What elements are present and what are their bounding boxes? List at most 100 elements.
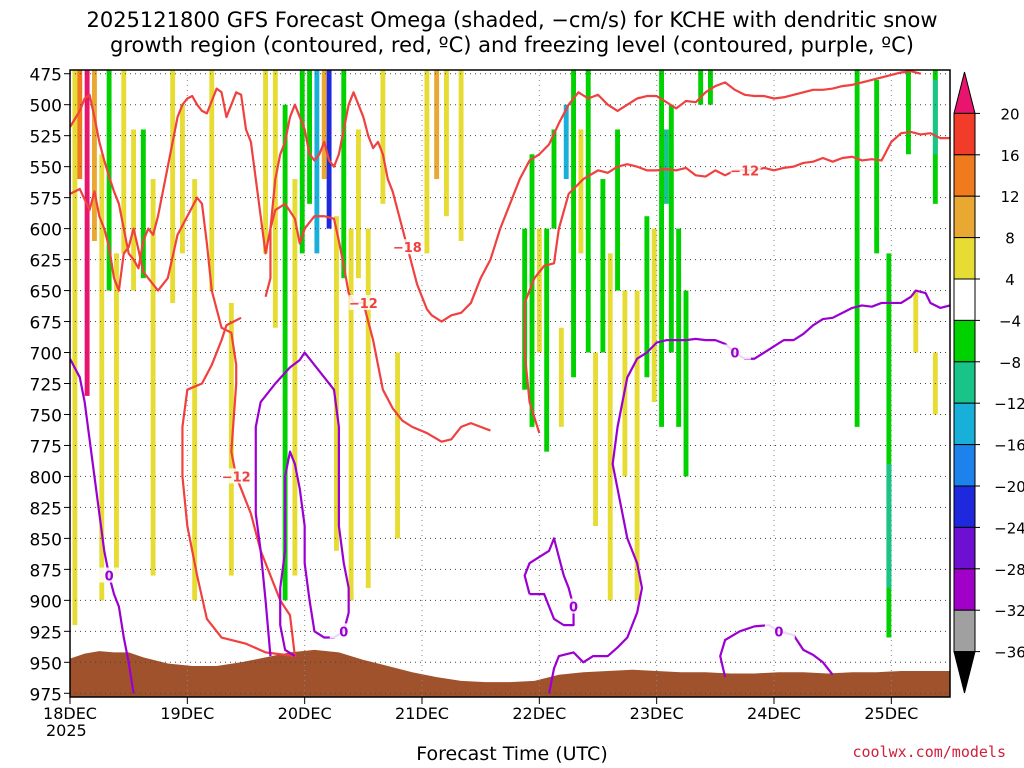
omega-band: [571, 70, 576, 378]
omega-band: [131, 129, 136, 291]
omega-band: [683, 290, 689, 477]
colorbar-segment: [953, 609, 976, 653]
colorbar-segment: [953, 402, 976, 446]
x-tick-label: 24DEC: [747, 704, 801, 723]
y-tick-label: 525: [30, 128, 62, 148]
y-tick-label: 725: [30, 376, 62, 396]
colorbar-segment: [953, 278, 976, 321]
omega-band: [348, 228, 354, 601]
y-tick-label: 700: [30, 345, 62, 365]
contour-label: 0: [774, 625, 783, 640]
colorbar-segment: [953, 112, 976, 156]
x-tick-label: 23DEC: [630, 704, 684, 723]
contour-label: −18: [393, 241, 422, 256]
omega-band: [932, 79, 938, 155]
contour-label-bg: [329, 623, 360, 639]
y-tick-label: 800: [30, 468, 62, 488]
omega-band: [664, 129, 669, 204]
omega-band: [551, 129, 557, 229]
x-tick-label: 22DEC: [512, 704, 566, 723]
omega-shading: [72, 70, 938, 638]
y-tick-label: 750: [30, 406, 62, 426]
contour-label-bg: [720, 344, 751, 360]
colorbar-segment: [953, 526, 976, 570]
colorbar-segment: [953, 195, 976, 239]
y-tick-label: 850: [30, 530, 62, 550]
omega-band: [99, 154, 105, 601]
colorbar-segment: [953, 154, 976, 197]
omega-band: [84, 70, 90, 396]
omega-band: [263, 70, 268, 254]
omega-band: [307, 70, 312, 204]
grid-lines: [69, 70, 950, 697]
omega-band: [150, 179, 156, 576]
omega-band: [444, 70, 449, 217]
y-tick-label: 650: [30, 283, 62, 303]
omega-band: [106, 70, 112, 291]
contour-line: [70, 70, 921, 323]
x-tick-label: 19DEC: [160, 704, 214, 723]
contour-label: 0: [105, 570, 114, 585]
omega-band: [558, 327, 564, 427]
terrain-surface: [70, 649, 950, 697]
y-tick-label: 575: [30, 190, 62, 210]
omega-band: [659, 70, 664, 427]
omega-band: [326, 70, 332, 229]
y-tick-label: 925: [30, 623, 62, 643]
omega-band: [529, 154, 535, 427]
x-tick-label: 18DEC: [43, 704, 97, 723]
omega-band: [341, 70, 347, 279]
title-line-2: growth region (contoured, red, ºC) and f…: [110, 33, 914, 57]
colorbar-segment: [953, 237, 976, 280]
omega-band: [544, 228, 550, 452]
omega-band: [644, 216, 650, 378]
omega-band: [634, 290, 640, 601]
omega-band: [140, 129, 146, 279]
contour-label: −12: [349, 297, 378, 312]
colorbar-segment: [953, 361, 976, 404]
omega-band: [314, 70, 320, 254]
contour-label: −12: [222, 470, 251, 485]
y-tick-label: 550: [30, 159, 62, 179]
colorbar-label: −12: [994, 395, 1024, 413]
contour-label-bg: [764, 623, 795, 639]
omega-band: [272, 70, 278, 328]
omega-band: [92, 70, 97, 241]
colorbar-arrow-bottom: [953, 651, 976, 694]
contour-label-bg: [95, 567, 126, 583]
colorbar-segment: [953, 444, 976, 487]
terrain-fill: [70, 649, 950, 697]
contour-label-bg: [393, 239, 424, 255]
y-tick-label: 600: [30, 221, 62, 241]
contour-line: [523, 537, 575, 627]
x-tick-label: 20DEC: [278, 704, 332, 723]
contour-label: 0: [730, 347, 739, 362]
omega-band: [77, 70, 83, 180]
omega-band: [458, 70, 464, 241]
colorbar-label: −8: [999, 354, 1021, 372]
omega-band: [906, 70, 911, 155]
omega-band: [607, 253, 613, 601]
omega-band: [676, 228, 682, 427]
omega-band: [854, 70, 860, 427]
title-line-1: 2025121800 GFS Forecast Omega (shaded, −…: [86, 8, 938, 32]
contour-line: [70, 358, 135, 694]
source-credit: coolwx.com/models: [852, 743, 1006, 761]
y-tick-label: 500: [30, 97, 62, 117]
omega-band: [209, 70, 215, 291]
contour-line: [548, 289, 950, 694]
colorbar-label: 16: [1000, 147, 1019, 165]
colorbar-label: −20: [994, 478, 1024, 496]
omega-band: [380, 70, 386, 204]
omega-band: [886, 253, 892, 638]
y-tick-label: 900: [30, 592, 62, 612]
x-axis-title: Forecast Time (UTC): [416, 743, 608, 765]
omega-band: [114, 253, 119, 576]
colorbar-label: −32: [994, 602, 1024, 620]
y-tick-label: 675: [30, 314, 62, 334]
contour-label-bg: [349, 294, 380, 310]
color-bar: 20 16 12 8 4 −4 −8 −12 −16 −20 −24 −28 −32 −36: [953, 71, 1024, 694]
contour-line: [70, 187, 296, 658]
omega-band: [292, 179, 298, 576]
